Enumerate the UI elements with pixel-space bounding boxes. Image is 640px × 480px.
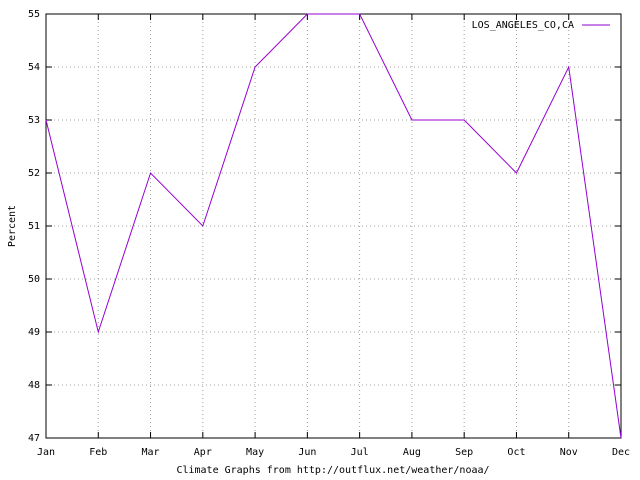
legend-label: LOS_ANGELES_CO,CA xyxy=(472,20,574,31)
y-tick-label: 48 xyxy=(28,380,40,391)
x-tick-label: May xyxy=(246,447,264,458)
x-tick-label: Nov xyxy=(560,447,578,458)
x-tick-label: Oct xyxy=(507,447,525,458)
y-axis-label: Percent xyxy=(7,205,18,247)
x-tick-label: Jun xyxy=(298,447,316,458)
y-tick-label: 49 xyxy=(28,327,40,338)
x-tick-label: Feb xyxy=(89,447,107,458)
x-tick-label: Sep xyxy=(455,447,473,458)
y-tick-label: 54 xyxy=(28,62,40,73)
x-tick-label: Mar xyxy=(142,447,160,458)
x-tick-label: Dec xyxy=(612,447,630,458)
y-tick-label: 47 xyxy=(28,433,40,444)
y-tick-label: 53 xyxy=(28,115,40,126)
x-tick-label: Apr xyxy=(194,447,212,458)
x-axis-label: Climate Graphs from http://outflux.net/w… xyxy=(176,465,489,476)
x-tick-label: Jan xyxy=(37,447,55,458)
y-tick-label: 52 xyxy=(28,168,40,179)
y-tick-label: 55 xyxy=(28,9,40,20)
y-tick-label: 50 xyxy=(28,274,40,285)
y-tick-label: 51 xyxy=(28,221,40,232)
x-tick-label: Aug xyxy=(403,447,421,458)
series-line xyxy=(45,13,622,439)
x-tick-label: Jul xyxy=(351,447,369,458)
